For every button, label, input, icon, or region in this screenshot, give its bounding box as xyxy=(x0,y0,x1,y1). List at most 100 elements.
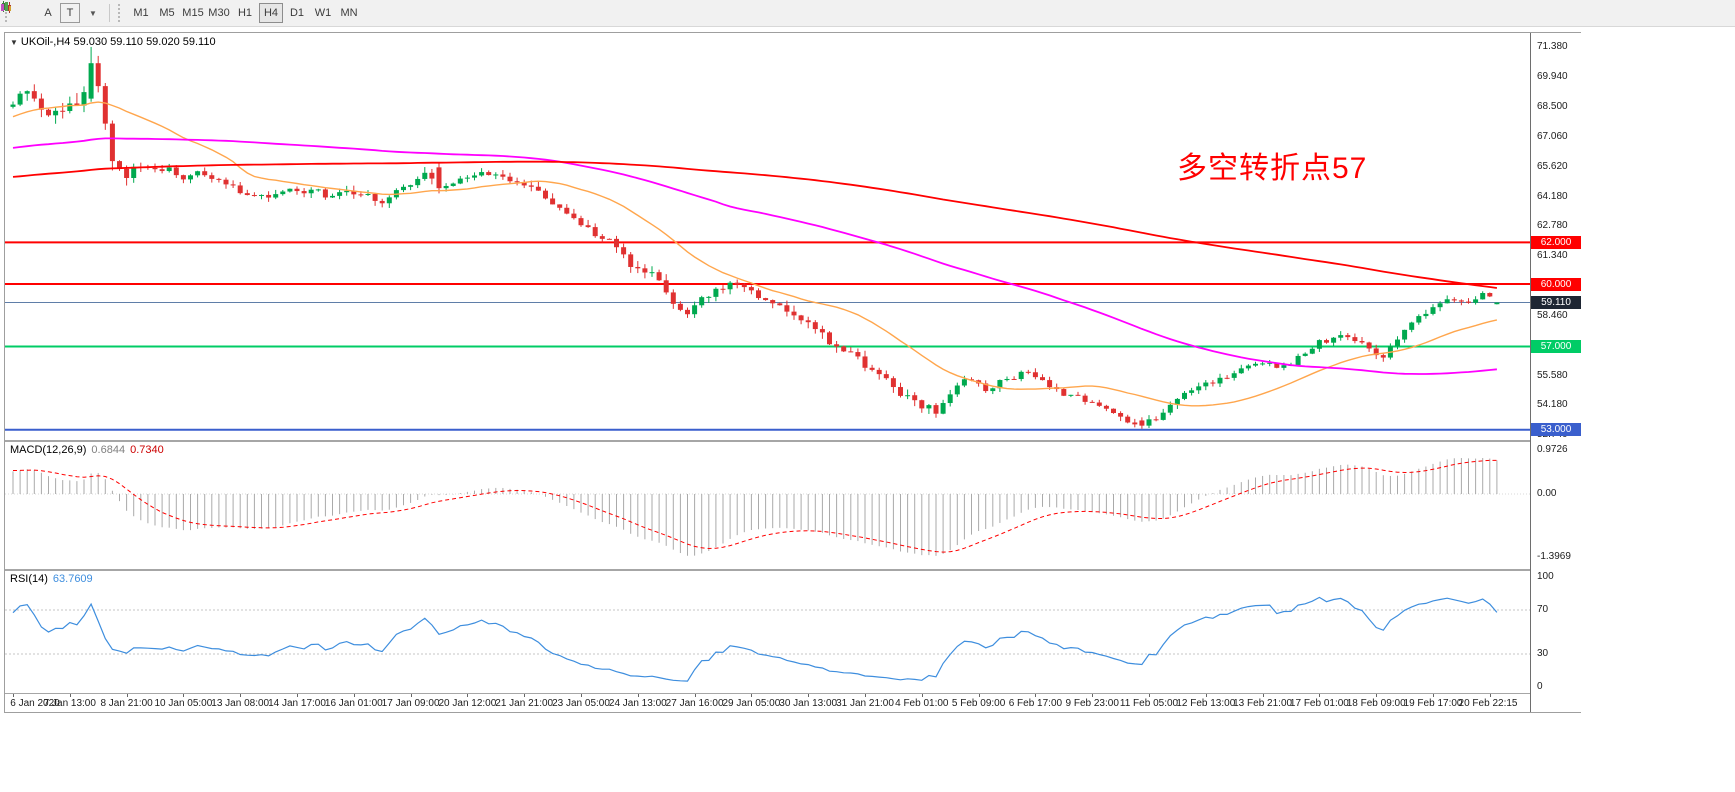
timeframe-button-D1[interactable]: D1 xyxy=(289,7,305,19)
rsi-value: 63.7609 xyxy=(52,573,93,585)
cursor-tool-button[interactable]: A xyxy=(44,7,52,19)
rsi-pane-canvas[interactable] xyxy=(5,571,1530,693)
price-axis-label: 58.460 xyxy=(1537,310,1568,322)
time-axis-label: 24 Jan 13:00 xyxy=(608,698,667,709)
shapes-icon xyxy=(1,2,11,11)
macd-pane: MACD(12,26,9) 0.6844 0.7340 xyxy=(5,442,1530,569)
rsi-axis-label: 70 xyxy=(1537,604,1549,615)
macd-main-value: 0.6844 xyxy=(91,444,126,456)
time-axis-tick xyxy=(1262,694,1264,697)
time-axis-tick xyxy=(297,694,298,697)
macd-axis-label: 0.00 xyxy=(1537,488,1557,499)
time-axis-tick xyxy=(921,694,923,697)
time-axis-label: 17 Feb 01:00 xyxy=(1289,698,1349,709)
time-axis-label: 20 Feb 22:15 xyxy=(1458,698,1518,709)
time-axis-tick xyxy=(1205,694,1207,697)
time-axis-label: 12 Feb 13:00 xyxy=(1176,698,1236,709)
time-axis-label: 31 Jan 21:00 xyxy=(836,698,894,709)
time-axis-label: 11 Feb 05:00 xyxy=(1119,698,1179,709)
price-axis-label: 62.780 xyxy=(1537,220,1568,232)
timeframe-button-M15[interactable]: M15 xyxy=(182,7,204,19)
time-axis-tick xyxy=(637,694,639,697)
time-axis-label: 19 Feb 17:00 xyxy=(1403,698,1463,709)
time-axis[interactable]: 6 Jan 2020 7 Jan 13:00 8 Jan 21:00 10 Jan 0… xyxy=(5,694,1530,712)
time-axis-label: 9 Feb 23:00 xyxy=(1065,698,1119,709)
toolbar-grip[interactable] xyxy=(5,4,10,22)
chart-window: ▼ UKOil-,H4 59.030 59.110 59.020 59.110 多… xyxy=(4,32,1581,713)
price-level-badge: 62.000 xyxy=(1531,235,1581,249)
main-toolbar: A T ▼ M1 M5 M15 M30 H1 H4 D1 W1 MN xyxy=(0,0,1735,27)
symbol-ohlc-text: UKOil-,H4 59.030 59.110 59.020 59.110 xyxy=(20,36,216,48)
rsi-pane: RSI(14) 63.7609 xyxy=(5,571,1530,693)
horizontal-level-lines xyxy=(5,241,1530,431)
macd-signal-value: 0.7340 xyxy=(130,444,164,456)
time-axis-label: 8 Jan 21:00 xyxy=(100,698,153,709)
time-axis-tick xyxy=(978,694,980,697)
time-axis-tick xyxy=(1092,694,1094,697)
shapes-dropdown-button[interactable]: ▼ xyxy=(1,2,102,23)
timeframe-toolbar: M1 M5 M15 M30 H1 H4 D1 W1 MN xyxy=(128,3,362,23)
time-axis-label: 13 Jan 08:00 xyxy=(211,698,270,709)
pane-divider[interactable] xyxy=(5,440,1530,442)
time-axis-tick xyxy=(865,694,866,697)
time-axis-label: 6 Feb 17:00 xyxy=(1008,698,1063,709)
time-axis-tick xyxy=(581,694,582,697)
price-axis-label: 71.380 xyxy=(1537,40,1568,52)
macd-pane-canvas[interactable] xyxy=(5,442,1530,569)
time-axis-tick xyxy=(183,694,185,697)
time-axis-tick xyxy=(524,694,526,697)
macd-name: MACD(12,26,9) xyxy=(10,444,87,456)
timeframe-button-H1[interactable]: H1 xyxy=(237,7,253,19)
time-axis-label: 17 Jan 09:00 xyxy=(381,698,440,709)
rsi-name: RSI(14) xyxy=(10,573,48,585)
price-level-badge: 60.000 xyxy=(1531,277,1581,291)
timeframe-button-W1[interactable]: W1 xyxy=(314,7,332,19)
bid-price-badge: 59.110 xyxy=(1531,296,1581,310)
time-axis-label: 27 Jan 16:00 xyxy=(665,698,724,709)
time-axis-tick xyxy=(69,694,71,697)
rsi-line xyxy=(12,596,1498,682)
rsi-label: RSI(14) 63.7609 xyxy=(10,573,93,585)
price-axis-label: 54.180 xyxy=(1537,399,1568,411)
macd-axis-label: 0.9726 xyxy=(1537,444,1568,456)
price-axis-label: 69.940 xyxy=(1537,70,1568,82)
symbol-info: ▼ UKOil-,H4 59.030 59.110 59.020 59.110 xyxy=(10,36,216,48)
time-axis-label: 5 Feb 09:00 xyxy=(951,698,1006,709)
time-axis-tick xyxy=(1489,694,1491,697)
time-axis-tick xyxy=(1433,694,1434,697)
moving-averages xyxy=(12,101,1498,407)
chart-annotation-text[interactable]: 多空转折点57 xyxy=(1177,152,1368,185)
time-axis-label: 30 Jan 13:00 xyxy=(779,698,838,709)
macd-axis-label: -1.3969 xyxy=(1537,550,1571,562)
text-tool-button[interactable]: T xyxy=(60,3,80,23)
price-pane-canvas[interactable] xyxy=(5,33,1530,440)
pane-divider[interactable] xyxy=(5,693,1530,694)
rsi-axis-label: 0 xyxy=(1537,681,1543,692)
macd-signal-line xyxy=(12,459,1497,553)
collapse-triangle-icon[interactable]: ▼ xyxy=(10,38,18,47)
time-axis-label: 4 Feb 01:00 xyxy=(895,698,949,709)
time-axis-tick xyxy=(240,694,242,697)
time-axis-label: 13 Feb 21:00 xyxy=(1233,698,1293,709)
price-level-badge: 57.000 xyxy=(1531,339,1581,353)
time-axis-label: 6 Jan 2020 xyxy=(10,698,60,709)
macd-label: MACD(12,26,9) 0.6844 0.7340 xyxy=(10,444,164,456)
price-axis-label: 65.620 xyxy=(1537,160,1568,172)
timeframe-button-M5[interactable]: M5 xyxy=(159,7,175,19)
time-axis-tick xyxy=(13,694,14,697)
timeframe-button-M30[interactable]: M30 xyxy=(208,7,230,19)
rsi-axis-label: 100 xyxy=(1537,571,1554,582)
price-axis[interactable]: 71.380 69.940 68.500 67.060 65.620 64.180 62.7… xyxy=(1530,33,1581,712)
price-level-badge: 53.000 xyxy=(1531,423,1581,437)
timeframe-toolbar-grip[interactable] xyxy=(118,4,123,22)
price-axis-label: 55.580 xyxy=(1537,370,1568,382)
time-axis-tick xyxy=(1319,694,1321,697)
time-axis-label: 18 Feb 09:00 xyxy=(1346,698,1406,709)
time-axis-label: 23 Jan 05:00 xyxy=(552,698,610,709)
timeframe-button-H4[interactable]: H4 xyxy=(259,3,283,23)
pane-divider[interactable] xyxy=(5,569,1530,571)
price-axis-label: 61.340 xyxy=(1537,250,1568,262)
timeframe-button-M1[interactable]: M1 xyxy=(133,7,149,19)
chart-type-button[interactable] xyxy=(2,1,36,23)
timeframe-button-MN[interactable]: MN xyxy=(340,7,358,19)
